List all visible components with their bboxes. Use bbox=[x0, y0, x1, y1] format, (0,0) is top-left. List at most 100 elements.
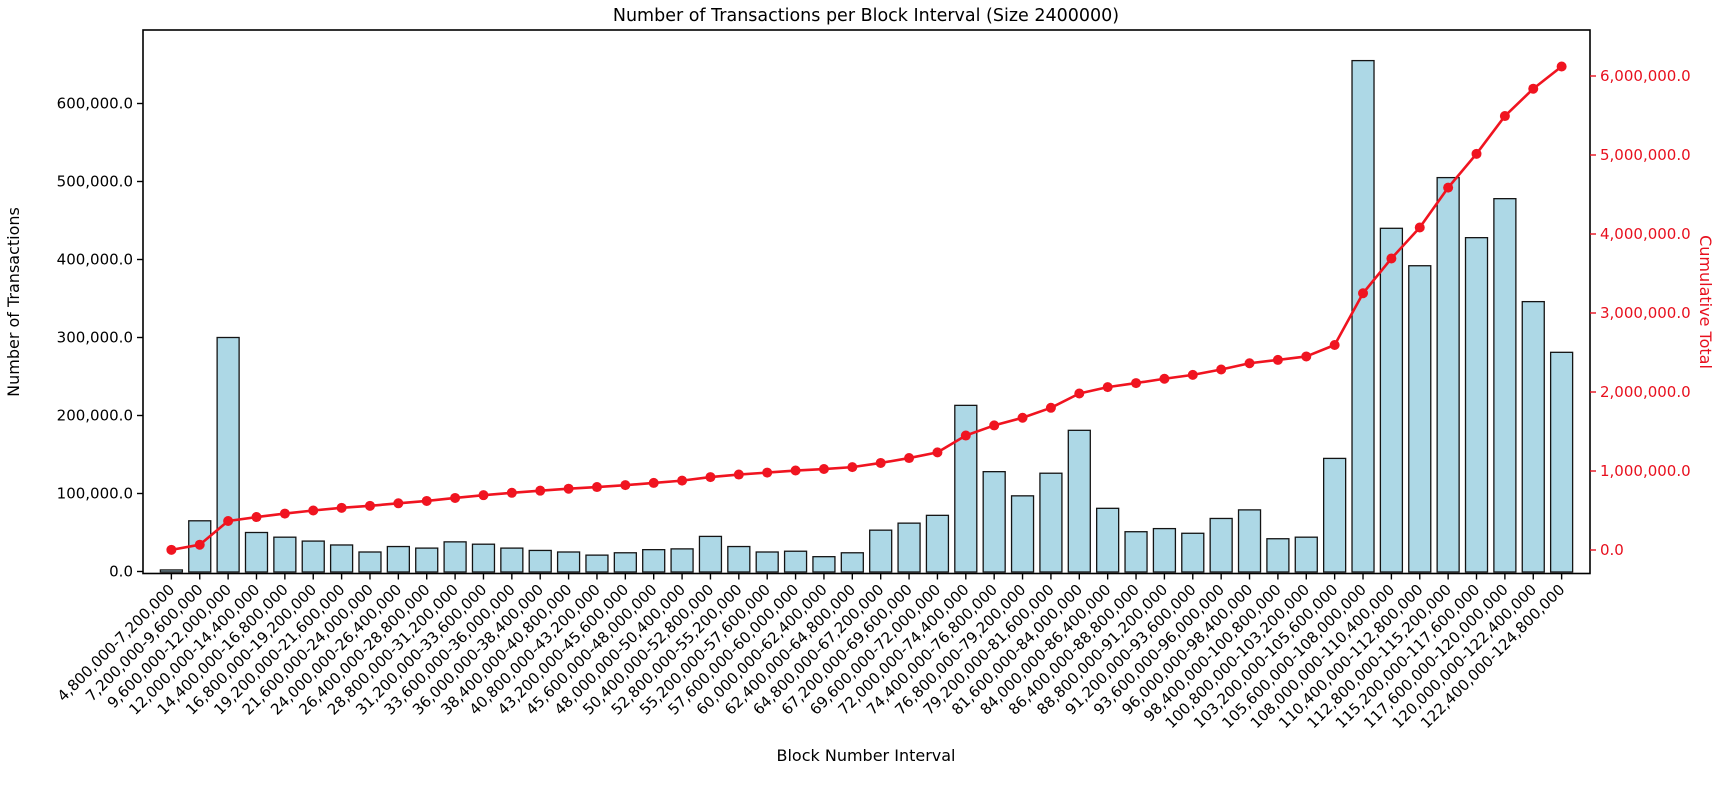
cumulative-point-marker bbox=[1471, 148, 1482, 159]
cumulative-point-marker bbox=[506, 487, 517, 498]
bar bbox=[1379, 227, 1404, 573]
cumulative-point-marker bbox=[279, 508, 290, 519]
bar bbox=[1322, 457, 1347, 573]
cumulative-point-marker bbox=[1386, 253, 1397, 264]
left-y-tick-label: 400,000.0 bbox=[57, 251, 133, 269]
bar bbox=[1521, 300, 1545, 573]
bar bbox=[670, 548, 694, 573]
bar bbox=[1549, 351, 1574, 573]
bar bbox=[301, 540, 325, 573]
cumulative-point-marker bbox=[421, 495, 432, 506]
cumulative-point-marker bbox=[1358, 288, 1369, 299]
bar bbox=[925, 514, 950, 573]
left-y-tick-label: 600,000.0 bbox=[57, 95, 133, 113]
bar bbox=[982, 471, 1006, 573]
bar bbox=[244, 531, 269, 573]
bar bbox=[1124, 531, 1148, 573]
bar bbox=[528, 549, 552, 573]
bar bbox=[1181, 532, 1205, 573]
cumulative-point-marker bbox=[308, 505, 319, 516]
bar bbox=[358, 551, 382, 573]
bar bbox=[1408, 265, 1432, 573]
right-y-tick-label: 1,000,000.0 bbox=[1600, 462, 1691, 480]
cumulative-point-marker bbox=[620, 480, 631, 491]
bar bbox=[1010, 495, 1035, 573]
bar bbox=[1039, 472, 1063, 573]
cumulative-point-marker bbox=[591, 482, 602, 493]
cumulative-point-marker bbox=[1272, 354, 1283, 365]
cumulative-point-marker bbox=[1131, 378, 1142, 389]
bar bbox=[954, 404, 978, 573]
cumulative-point-marker bbox=[1301, 351, 1312, 362]
cumulative-point-marker bbox=[818, 464, 829, 475]
cumulative-point-marker bbox=[762, 467, 773, 478]
cumulative-point-marker bbox=[989, 420, 1000, 431]
bar bbox=[159, 569, 184, 573]
cumulative-point-marker bbox=[705, 472, 716, 483]
bar bbox=[500, 547, 524, 573]
cumulative-point-marker bbox=[904, 453, 915, 464]
bar bbox=[727, 545, 751, 573]
bar bbox=[812, 556, 836, 573]
bar bbox=[1209, 517, 1233, 573]
cumulative-point-marker bbox=[1556, 61, 1567, 72]
bar bbox=[1493, 198, 1517, 573]
left-y-tick-label: 0.0 bbox=[109, 563, 133, 581]
left-y-tick-label: 200,000.0 bbox=[57, 407, 133, 425]
bar bbox=[1152, 527, 1177, 573]
cumulative-point-marker bbox=[1499, 111, 1510, 122]
bar bbox=[613, 552, 637, 573]
bar bbox=[471, 543, 496, 573]
left-y-tick-label: 300,000.0 bbox=[57, 329, 133, 347]
cumulative-point-marker bbox=[194, 539, 205, 550]
bar bbox=[783, 550, 808, 573]
cumulative-point-marker bbox=[1102, 382, 1113, 393]
bar bbox=[556, 551, 581, 573]
cumulative-point-marker bbox=[364, 500, 375, 511]
cumulative-point-marker bbox=[1443, 182, 1454, 193]
bar bbox=[273, 536, 297, 573]
cumulative-point-marker bbox=[1074, 388, 1085, 399]
cumulative-point-marker bbox=[677, 475, 688, 486]
cumulative-point-marker bbox=[563, 483, 574, 494]
bar bbox=[1096, 507, 1120, 573]
bar bbox=[1351, 59, 1375, 573]
plot-area: 0.0 100,000.0 200,000.0 300,000.0 400,000.0 5… bbox=[54, 29, 1691, 732]
cumulative-point-marker bbox=[733, 469, 744, 480]
bar bbox=[1436, 176, 1460, 573]
bar bbox=[1294, 536, 1318, 573]
cumulative-point-marker bbox=[393, 498, 404, 509]
cumulative-point-marker bbox=[847, 462, 858, 473]
bar bbox=[840, 552, 864, 573]
cumulative-point-marker bbox=[932, 447, 943, 458]
right-y-tick-label: 6,000,000.0 bbox=[1600, 67, 1691, 85]
chart-title: Number of Transactions per Block Interva… bbox=[613, 6, 1119, 26]
bar bbox=[585, 554, 609, 573]
cumulative-point-marker bbox=[251, 512, 262, 523]
cumulative-point-marker bbox=[1045, 402, 1056, 413]
bar bbox=[755, 551, 779, 573]
cumulative-point-marker bbox=[336, 502, 347, 513]
cumulative-point-marker bbox=[1216, 364, 1227, 375]
right-y-tick-label: 3,000,000.0 bbox=[1600, 304, 1691, 322]
bar bbox=[443, 541, 467, 573]
cumulative-point-marker bbox=[1528, 83, 1539, 94]
left-y-tick-label: 500,000.0 bbox=[57, 173, 133, 191]
cumulative-point-marker bbox=[648, 477, 659, 488]
cumulative-point-marker bbox=[960, 430, 971, 441]
bar bbox=[642, 549, 666, 573]
x-axis-label: Block Number Interval bbox=[777, 746, 956, 765]
cumulative-point-marker bbox=[1329, 339, 1340, 350]
bar bbox=[216, 336, 240, 573]
cumulative-point-marker bbox=[875, 457, 886, 468]
cumulative-point-marker bbox=[1414, 222, 1425, 233]
bar bbox=[897, 522, 921, 573]
cumulative-point-marker bbox=[535, 485, 546, 496]
cumulative-point-marker bbox=[478, 490, 489, 501]
cumulative-point-marker bbox=[1244, 358, 1255, 369]
left-y-axis-label: Number of Transactions bbox=[4, 207, 23, 397]
bar bbox=[386, 545, 411, 573]
cumulative-point-marker bbox=[790, 465, 801, 476]
